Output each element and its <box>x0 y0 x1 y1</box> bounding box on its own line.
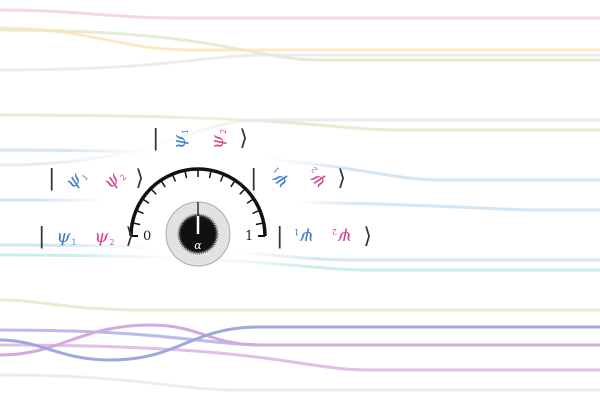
ket-open: | <box>48 166 56 191</box>
dial-tick <box>219 173 225 182</box>
dial-min-label: 0 <box>143 229 152 244</box>
ket-state-135: | ψ 1 ψ 2 ⟩ <box>250 160 346 198</box>
braid-line <box>0 298 600 312</box>
braid-line <box>0 53 600 72</box>
knob-label: α <box>194 239 202 252</box>
ket-state-180: | ψ 1 ψ 2 ⟩ <box>276 218 372 256</box>
ket-close: ⟩ <box>363 224 373 249</box>
braid-line <box>0 28 600 62</box>
braid-line <box>0 373 600 392</box>
dial-tick <box>135 209 144 215</box>
dial-tick <box>141 198 150 204</box>
dial-tick <box>246 198 255 204</box>
ket-open: | <box>250 166 258 191</box>
dial-tick <box>239 188 246 195</box>
ket-state-0: | ψ 1 ψ 2 ⟩ <box>38 218 134 256</box>
ket-state-45: | ψ 1 ψ 2 ⟩ <box>48 160 144 198</box>
dial-tick <box>160 179 166 188</box>
dial-tick <box>132 222 141 226</box>
dial-tick <box>150 188 157 195</box>
braid-line <box>0 325 600 362</box>
dial-tick <box>230 179 236 188</box>
ket-close: ⟩ <box>125 224 135 249</box>
ket-close: ⟩ <box>337 166 347 191</box>
dial-tick <box>252 209 261 215</box>
ket-open: | <box>38 224 46 249</box>
ket-state-90: | ψ 1 ψ 2 ⟩ <box>152 120 248 158</box>
braid-line <box>0 8 600 20</box>
dial-tick <box>171 173 177 182</box>
dial-tick <box>184 170 188 179</box>
ket-close: ⟩ <box>239 126 249 151</box>
ket-close: ⟩ <box>135 166 145 191</box>
dial-tick <box>255 222 264 226</box>
braid-line <box>0 343 600 372</box>
dial-max-label: 1 <box>245 229 254 244</box>
ket-open: | <box>276 224 284 249</box>
dial-tick <box>208 170 212 179</box>
ket-open: | <box>152 126 160 151</box>
braid-line <box>0 26 600 52</box>
